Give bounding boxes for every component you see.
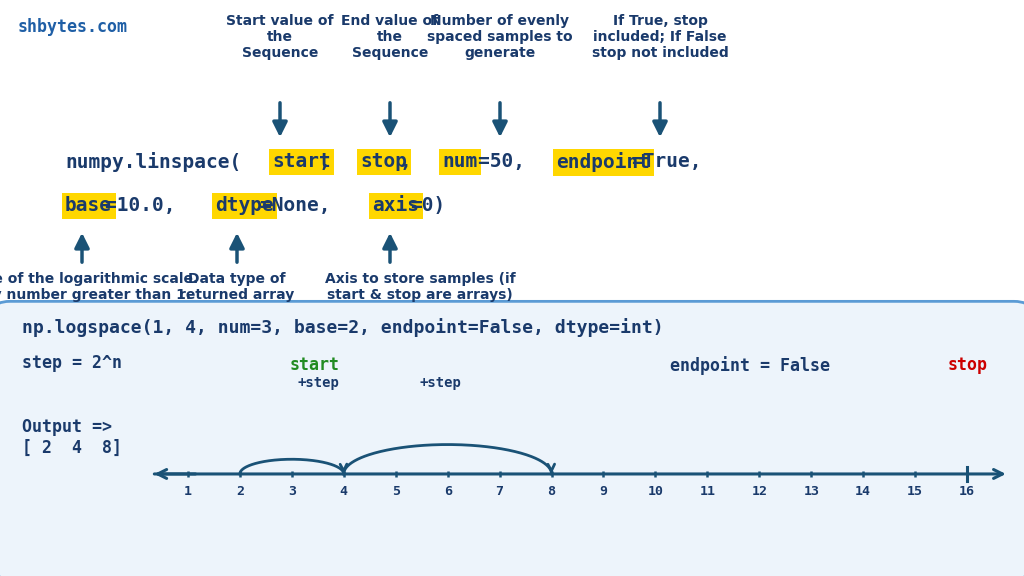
Text: =50,: =50,: [478, 152, 572, 171]
Text: shbytes.com: shbytes.com: [18, 18, 128, 36]
Text: 8: 8: [548, 485, 556, 498]
Text: endpoint = False: endpoint = False: [670, 356, 830, 375]
Text: Data type of
returned array: Data type of returned array: [179, 272, 295, 302]
Text: 6: 6: [443, 485, 452, 498]
Text: np.logspace(1, 4, num=3, base=2, endpoint=False, dtype=int): np.logspace(1, 4, num=3, base=2, endpoin…: [22, 318, 664, 337]
Text: 10: 10: [647, 485, 664, 498]
Text: Start value of
the
Sequence: Start value of the Sequence: [226, 14, 334, 60]
Text: 9: 9: [599, 485, 607, 498]
Text: base: base: [65, 196, 112, 215]
Text: =10.0,: =10.0,: [105, 196, 222, 215]
Text: 11: 11: [699, 485, 716, 498]
Text: +step: +step: [297, 376, 339, 390]
Text: Number of evenly
spaced samples to
generate: Number of evenly spaced samples to gener…: [427, 14, 572, 60]
Text: End value of
the
Sequence: End value of the Sequence: [341, 14, 438, 60]
Text: dtype: dtype: [215, 196, 273, 215]
Text: =True,: =True,: [631, 152, 701, 171]
Text: 1: 1: [184, 485, 191, 498]
Text: Base of the logarithmic scale.
Any number greater than 1.: Base of the logarithmic scale. Any numbe…: [0, 272, 199, 302]
Text: =None,: =None,: [260, 196, 378, 215]
Text: 14: 14: [855, 485, 871, 498]
Text: ,: ,: [400, 152, 459, 171]
Text: endpoint: endpoint: [556, 152, 650, 172]
Text: 13: 13: [803, 485, 819, 498]
Text: start: start: [272, 152, 331, 171]
Text: axis: axis: [372, 196, 419, 215]
Text: 12: 12: [752, 485, 767, 498]
Text: 3: 3: [288, 485, 296, 498]
Text: 7: 7: [496, 485, 504, 498]
Text: Output =>
[ 2  4  8]: Output => [ 2 4 8]: [22, 418, 122, 457]
Text: stop: stop: [360, 152, 407, 171]
Text: stop: stop: [948, 356, 988, 374]
Text: Axis to store samples (if
start & stop are arrays): Axis to store samples (if start & stop a…: [325, 272, 515, 302]
Text: 2: 2: [236, 485, 244, 498]
Text: numpy.linspace(: numpy.linspace(: [65, 152, 242, 172]
Text: 4: 4: [340, 485, 348, 498]
Text: ,: ,: [319, 152, 378, 171]
Text: 5: 5: [392, 485, 399, 498]
Text: If True, stop
included; If False
stop not included: If True, stop included; If False stop no…: [592, 14, 728, 60]
Text: =0): =0): [410, 196, 445, 215]
Text: num: num: [442, 152, 477, 171]
Text: 15: 15: [907, 485, 924, 498]
Text: step = 2^n: step = 2^n: [22, 354, 122, 372]
Text: start: start: [290, 356, 340, 374]
Text: +step: +step: [419, 376, 461, 390]
Text: 16: 16: [959, 485, 975, 498]
